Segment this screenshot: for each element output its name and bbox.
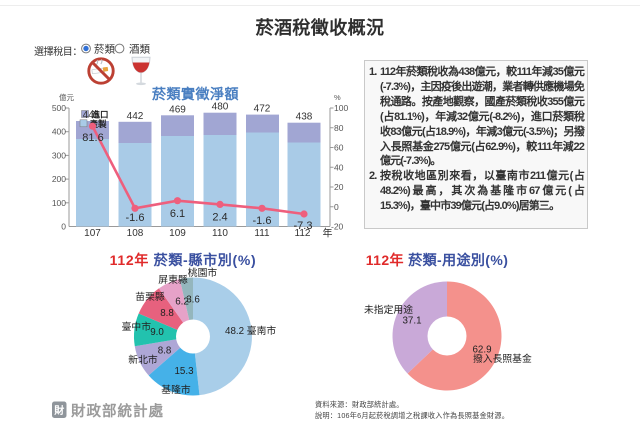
svg-text:81.6: 81.6 [82,132,103,144]
svg-text:9.0: 9.0 [150,327,164,338]
svg-text:-20: -20 [331,222,344,232]
svg-text:-1.6: -1.6 [126,212,145,224]
svg-text:基隆市: 基隆市 [161,383,191,396]
svg-text:新北市: 新北市 [128,353,158,366]
svg-text:400: 400 [52,127,66,137]
svg-text:菸類: 菸類 [94,43,115,55]
svg-text:80: 80 [334,123,344,133]
svg-text:100: 100 [52,198,66,208]
svg-text:0: 0 [334,202,339,212]
svg-text:108: 108 [127,228,144,239]
svg-text:%: % [334,93,341,102]
svg-text:100: 100 [334,103,348,113]
svg-text:20: 20 [334,182,344,192]
svg-text:111: 111 [254,228,270,239]
svg-text:0: 0 [61,222,66,232]
svg-text:屏東縣: 屏東縣 [158,273,188,286]
svg-text:年: 年 [323,227,333,240]
svg-text:109: 109 [169,228,186,239]
svg-text:37.1: 37.1 [402,316,421,327]
svg-text:62.9: 62.9 [472,345,491,356]
svg-text:500: 500 [52,103,66,113]
svg-text:60: 60 [334,143,344,153]
svg-text:未指定用途: 未指定用途 [364,303,413,316]
svg-text:進口: 進口 [92,110,109,120]
svg-text:酒類: 酒類 [129,42,150,55]
svg-text:8.8: 8.8 [158,346,172,357]
svg-text:2.4: 2.4 [212,212,227,224]
svg-text:苗栗縣: 苗栗縣 [135,291,165,303]
svg-text:億元: 億元 [59,92,74,102]
svg-text:200: 200 [52,174,66,184]
svg-text:107: 107 [84,228,101,239]
svg-text:48.2 臺南市: 48.2 臺南市 [225,324,276,337]
svg-text:15.3: 15.3 [174,366,194,377]
svg-text:桃園市: 桃園市 [188,266,218,279]
svg-text:6.1: 6.1 [170,208,185,220]
svg-text:40: 40 [334,162,344,172]
svg-text:8.8: 8.8 [160,308,174,319]
svg-text:112: 112 [295,228,311,239]
svg-text:472: 472 [254,104,271,115]
svg-text:-7.3: -7.3 [294,220,313,232]
svg-text:445: 445 [83,110,100,121]
svg-text:438: 438 [296,112,313,123]
svg-text:撥入長照基金: 撥入長照基金 [473,352,532,365]
svg-text:442: 442 [127,111,144,122]
svg-text:3.6: 3.6 [186,295,200,306]
svg-text:469: 469 [169,104,186,115]
svg-text:6.2: 6.2 [175,297,189,308]
svg-text:臺中市: 臺中市 [122,320,152,333]
svg-text:480: 480 [212,102,229,113]
svg-text:財: 財 [53,404,64,417]
svg-text:110: 110 [212,228,228,239]
svg-text:300: 300 [52,150,66,160]
svg-text:產製: 產製 [89,119,108,129]
svg-text:-1.6: -1.6 [253,215,272,227]
